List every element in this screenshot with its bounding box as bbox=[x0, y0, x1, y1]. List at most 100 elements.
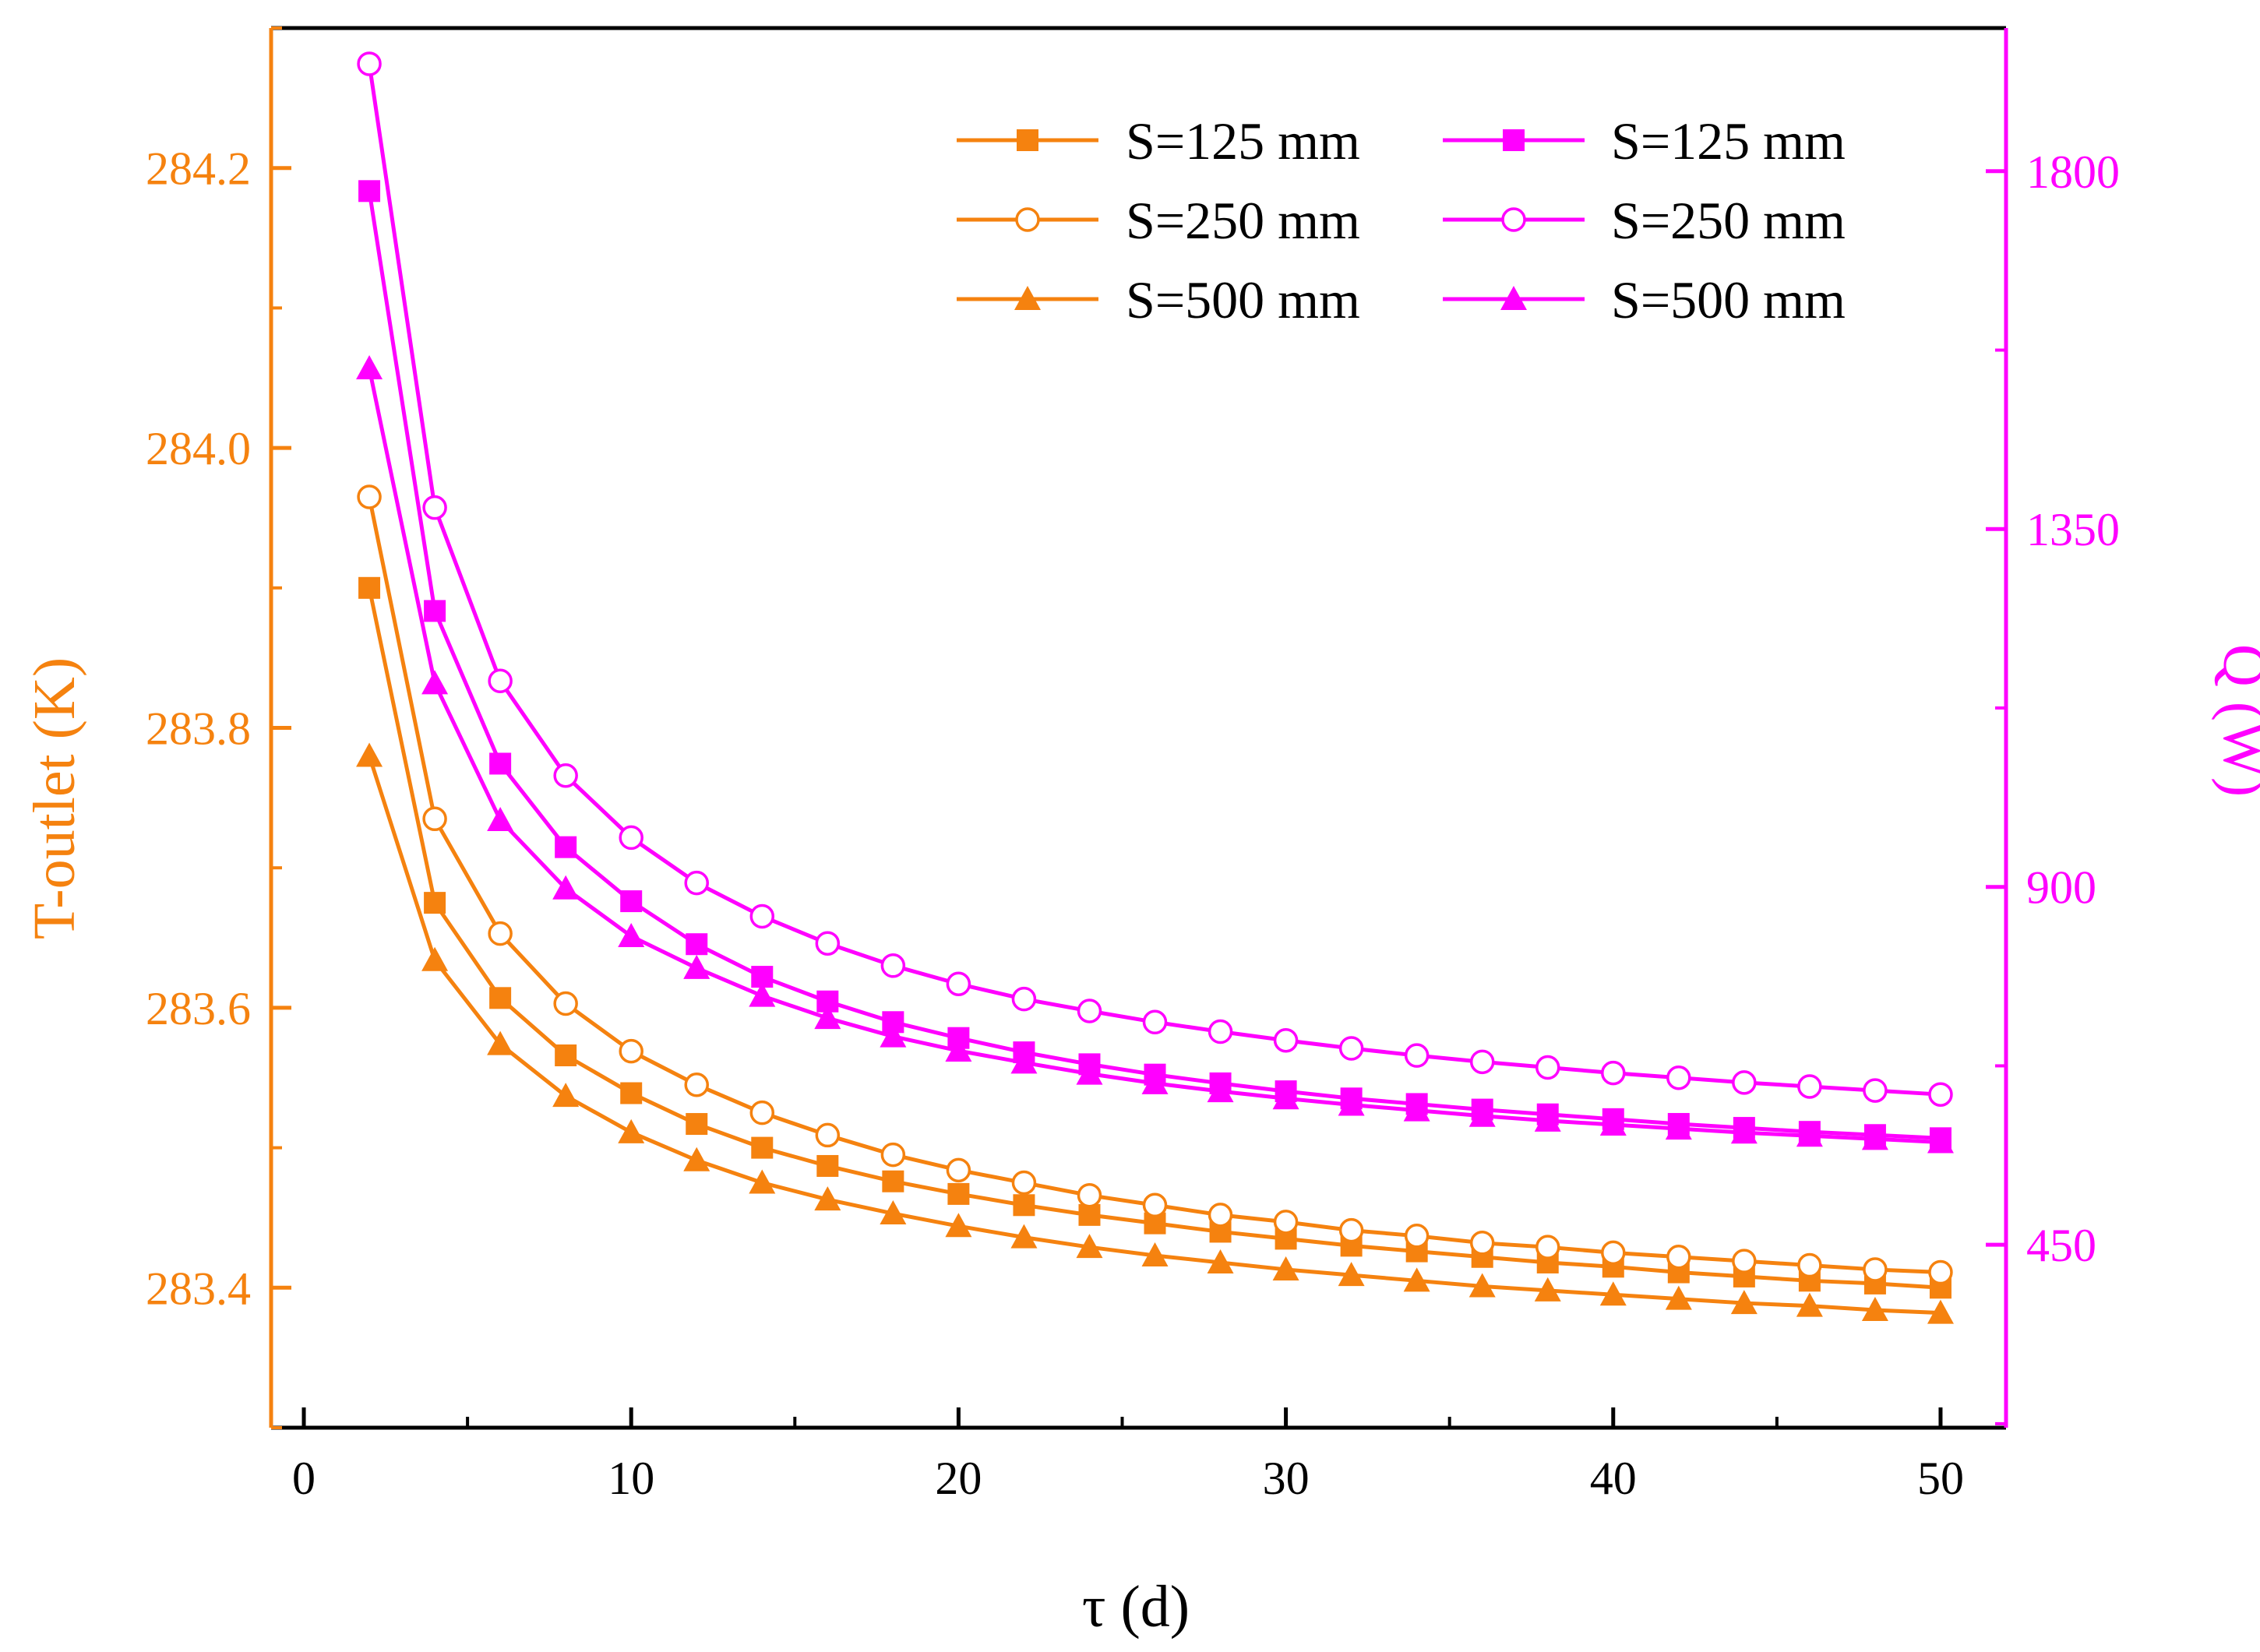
data-point bbox=[1730, 1290, 1758, 1315]
data-point bbox=[1010, 1224, 1038, 1249]
data-point bbox=[1469, 1049, 1495, 1075]
data-point bbox=[1927, 1129, 1954, 1154]
series-layer bbox=[356, 51, 1954, 1324]
data-point bbox=[553, 991, 578, 1016]
data-point bbox=[358, 180, 381, 203]
data-point bbox=[946, 1157, 971, 1183]
x-axis-label: τ (d) bbox=[1082, 1574, 1190, 1640]
data-point bbox=[686, 1113, 708, 1136]
series-line bbox=[367, 190, 1941, 1140]
data-point bbox=[1928, 1259, 1953, 1285]
data-point bbox=[749, 903, 775, 929]
data-point bbox=[488, 668, 513, 694]
data-point bbox=[421, 670, 449, 695]
data-point bbox=[1010, 1049, 1038, 1074]
data-point bbox=[555, 836, 577, 858]
right-y-tick-label: 1350 bbox=[2026, 504, 2120, 555]
data-point bbox=[1078, 1203, 1101, 1226]
data-point bbox=[356, 742, 383, 767]
legend-label: S=250 mm bbox=[1126, 191, 1360, 250]
data-point bbox=[1141, 1242, 1169, 1266]
data-point bbox=[947, 1182, 970, 1205]
data-point bbox=[880, 1142, 906, 1168]
legend-swatch-marker bbox=[1500, 286, 1527, 310]
legend-label: S=125 mm bbox=[1126, 111, 1360, 171]
data-point bbox=[1338, 1217, 1364, 1243]
data-point bbox=[1272, 1085, 1299, 1110]
right-y-axis-label: Q (W) bbox=[2211, 644, 2260, 797]
legend-swatch-marker bbox=[1501, 207, 1526, 232]
data-point bbox=[489, 752, 512, 775]
series-line bbox=[367, 496, 1941, 1275]
legend-item: S=500 mm bbox=[1443, 270, 1846, 329]
data-point bbox=[552, 1083, 580, 1108]
data-point bbox=[424, 892, 446, 914]
data-point bbox=[357, 51, 382, 76]
data-point bbox=[1927, 1299, 1954, 1324]
data-point bbox=[489, 987, 512, 1009]
data-point bbox=[815, 931, 841, 956]
data-point bbox=[1273, 1210, 1299, 1235]
data-point bbox=[815, 1122, 841, 1148]
data-point bbox=[880, 953, 906, 978]
x-tick-label: 40 bbox=[1590, 1453, 1637, 1504]
data-point bbox=[1863, 1257, 1888, 1282]
data-point bbox=[619, 1038, 643, 1064]
data-point bbox=[358, 576, 381, 599]
data-point bbox=[946, 971, 971, 997]
data-point bbox=[618, 923, 645, 948]
data-point bbox=[1076, 1234, 1103, 1259]
x-tick-label: 10 bbox=[608, 1453, 654, 1504]
data-point bbox=[1666, 1066, 1691, 1090]
data-point bbox=[1797, 1074, 1822, 1099]
data-point bbox=[555, 1044, 577, 1066]
right-y-tick-label: 450 bbox=[2026, 1220, 2096, 1271]
data-point bbox=[749, 1169, 776, 1194]
legend-label: S=250 mm bbox=[1611, 191, 1846, 250]
data-point bbox=[1863, 1078, 1888, 1103]
data-point bbox=[1665, 1115, 1692, 1140]
data-point bbox=[683, 1147, 710, 1171]
data-point bbox=[421, 946, 449, 971]
data-point bbox=[683, 954, 710, 979]
series-q-250 bbox=[357, 51, 1953, 1107]
data-point bbox=[1599, 1281, 1627, 1306]
data-point bbox=[1599, 1111, 1627, 1136]
legend-item: S=125 mm bbox=[957, 111, 1360, 171]
data-point bbox=[1403, 1267, 1430, 1292]
left-y-axis-label: T-outlet (K) bbox=[22, 657, 87, 939]
data-point bbox=[422, 806, 447, 832]
axes-layer: 0 10 20 30 40 50 283.4 283.6 283.8 284.0 284.2 450 9… bbox=[146, 26, 2120, 1504]
data-point bbox=[357, 484, 382, 509]
data-point bbox=[1732, 1070, 1757, 1095]
data-point bbox=[1666, 1245, 1691, 1270]
data-point bbox=[1535, 1235, 1560, 1259]
data-point bbox=[1404, 1224, 1430, 1249]
data-point bbox=[1077, 1182, 1102, 1208]
series-q-500 bbox=[356, 354, 1954, 1154]
legend-label: S=125 mm bbox=[1611, 111, 1846, 171]
data-point bbox=[814, 1005, 841, 1030]
data-point bbox=[1469, 1231, 1495, 1256]
right-y-tick-label: 900 bbox=[2026, 862, 2096, 914]
data-point bbox=[749, 1100, 775, 1125]
left-y-tick-label: 283.8 bbox=[146, 703, 251, 755]
data-point bbox=[1928, 1082, 1953, 1107]
legend-swatch-marker bbox=[1017, 129, 1038, 151]
legend-swatch-marker bbox=[1503, 129, 1525, 151]
data-point bbox=[945, 1037, 972, 1062]
data-point bbox=[1077, 999, 1102, 1023]
data-point bbox=[424, 600, 446, 622]
data-point bbox=[1338, 1091, 1365, 1116]
series-t-outlet-250 bbox=[357, 484, 1953, 1285]
data-point bbox=[1601, 1240, 1626, 1266]
data-point bbox=[882, 1170, 904, 1192]
data-point bbox=[553, 763, 578, 788]
data-point bbox=[1730, 1119, 1758, 1144]
data-point bbox=[1208, 1203, 1233, 1228]
data-point bbox=[686, 933, 708, 956]
data-point bbox=[1797, 1252, 1822, 1278]
data-point bbox=[1273, 1028, 1299, 1053]
data-point bbox=[1732, 1249, 1757, 1273]
